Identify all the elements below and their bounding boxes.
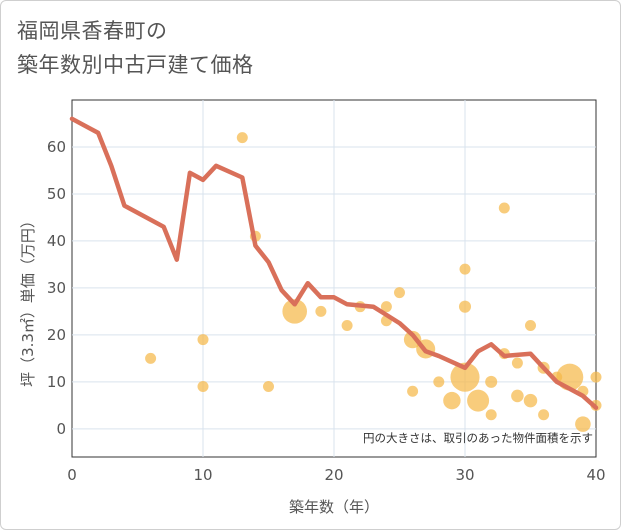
scatter-point (433, 376, 445, 388)
scatter-point (236, 132, 248, 144)
scatter-point (525, 319, 536, 331)
scatter-point (443, 391, 461, 410)
scatter-point (523, 393, 538, 408)
scatter-point (498, 202, 510, 214)
chart-title: 福岡県香春町の 築年数別中古戸建て価格 (17, 14, 254, 82)
scatter-point (263, 381, 274, 393)
y-axis-label: 坪（3.3㎡）単価（万円） (19, 213, 37, 387)
scatter-point (538, 409, 550, 421)
title-line-2: 築年数別中古戸建て価格 (17, 53, 254, 77)
x-axis-label: 築年数（年） (289, 498, 379, 516)
x-tick-labels: 0 10 20 30 40 (67, 466, 605, 484)
chart-note: 円の大きさは、取引のあった物件面積を示す (363, 431, 593, 445)
scatter-point (590, 371, 602, 383)
scatter-point (511, 389, 524, 403)
y-tick-label: 20 (47, 326, 66, 344)
x-tick-label: 0 (67, 466, 77, 484)
x-tick-label: 40 (586, 466, 605, 484)
x-tick-label: 30 (455, 466, 474, 484)
trend-line-group (69, 116, 599, 410)
scatter-point (341, 319, 353, 331)
y-tick-label: 10 (47, 373, 66, 391)
scatter-point (380, 301, 392, 313)
scatter-point (485, 375, 498, 388)
y-tick-label: 0 (56, 420, 66, 438)
y-tick-label: 40 (47, 232, 66, 250)
scatter-point (394, 287, 405, 299)
trend-line (69, 116, 599, 410)
grid-lines (72, 100, 596, 457)
scatter-point (459, 263, 471, 275)
y-tick-labels: 0 10 20 30 40 50 60 (47, 138, 66, 438)
scatter-point (282, 299, 307, 324)
title-line-1: 福岡県香春町の (17, 19, 168, 43)
scatter-point (315, 305, 327, 317)
scatter-point (485, 409, 497, 421)
y-tick-label: 60 (47, 138, 66, 156)
y-tick-label: 50 (47, 185, 66, 203)
scatter-point (407, 385, 419, 397)
scatter-point (145, 352, 157, 364)
scatter-point (511, 357, 523, 369)
scatter-point (458, 300, 472, 313)
x-tick-label: 20 (324, 466, 343, 484)
scatter-point (197, 381, 209, 393)
scatter-point (575, 416, 591, 432)
x-tick-label: 10 (193, 466, 212, 484)
scatter-point (197, 334, 209, 346)
scatter-point (467, 389, 490, 412)
scatter-point (450, 362, 480, 392)
y-tick-label: 30 (47, 279, 66, 297)
